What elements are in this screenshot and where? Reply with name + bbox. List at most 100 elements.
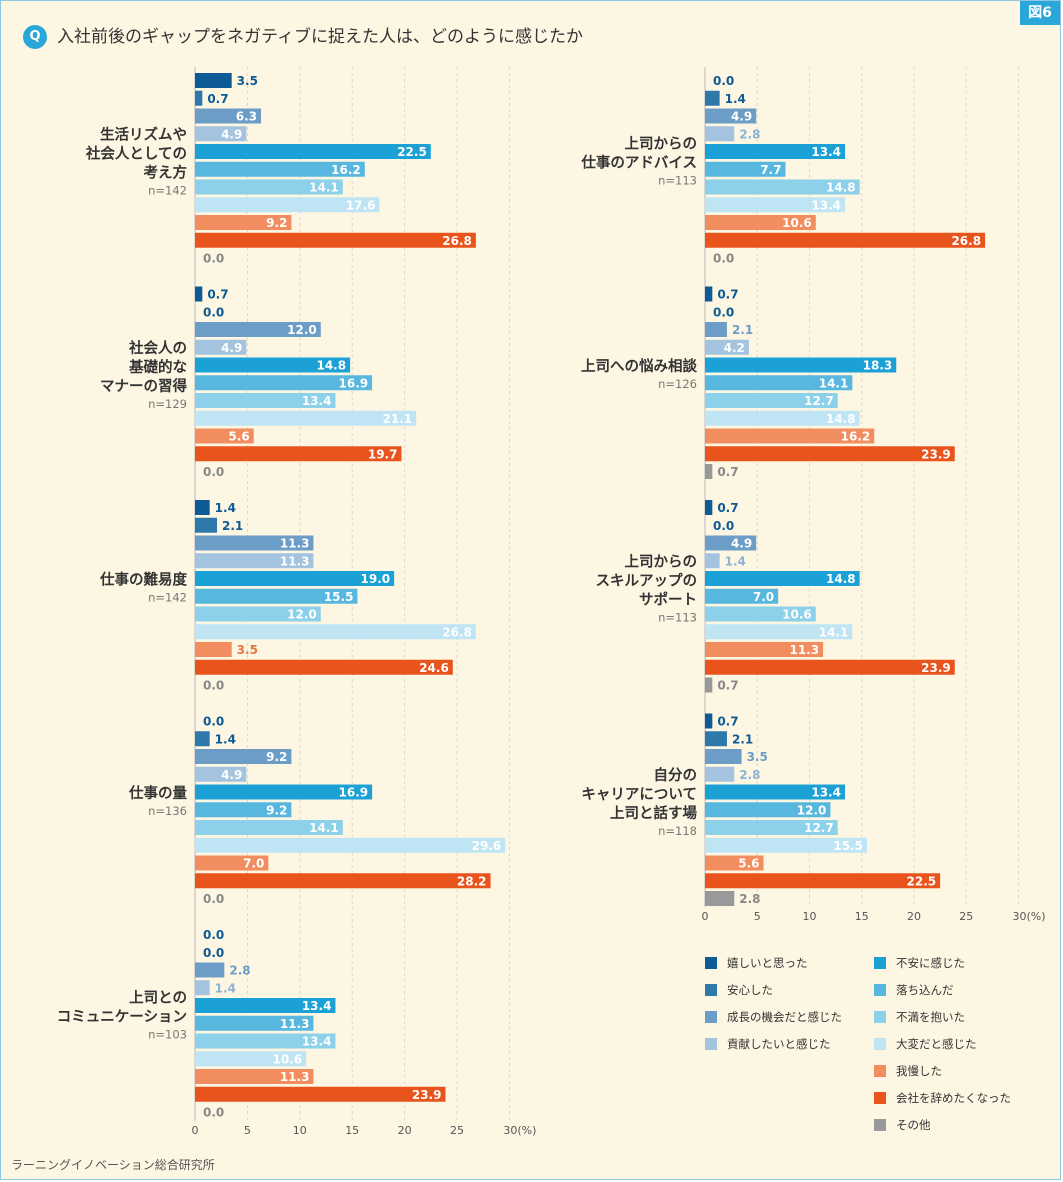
bar [705, 286, 713, 302]
bar [705, 766, 735, 782]
data-label: 4.9 [221, 127, 242, 141]
bar [195, 126, 247, 142]
data-label: 13.4 [302, 1035, 332, 1049]
x-tick-label: 30(%) [503, 1124, 536, 1137]
bar [705, 731, 727, 747]
bar [195, 837, 506, 853]
data-label: 0.0 [203, 892, 224, 906]
bar [705, 161, 786, 177]
legend-swatch [874, 984, 886, 996]
x-tick-label: 30(%) [1013, 910, 1046, 923]
bar [195, 179, 343, 195]
data-label: 2.8 [739, 892, 760, 906]
data-label: 0.7 [207, 288, 228, 302]
category-label: 生活リズムや [100, 126, 187, 144]
x-tick-label: 0 [192, 1124, 199, 1137]
data-label: 4.2 [724, 341, 745, 355]
x-tick-label: 5 [244, 1124, 251, 1137]
data-label: 4.9 [731, 110, 752, 124]
legend-swatch [705, 957, 717, 969]
sample-size-label: n=103 [148, 1028, 187, 1042]
bar [195, 197, 380, 213]
bar [705, 855, 764, 871]
data-label: 0.7 [717, 679, 738, 693]
data-label: 13.4 [302, 999, 332, 1013]
data-label: 0.0 [203, 679, 224, 693]
data-label: 0.0 [713, 519, 734, 533]
bar [195, 1015, 314, 1031]
legend-label: 落ち込んだ [896, 983, 954, 997]
bar [705, 606, 816, 622]
legend-label: 安心した [727, 983, 773, 997]
data-label: 1.4 [725, 92, 746, 106]
data-label: 5.6 [738, 857, 759, 871]
bar [195, 215, 292, 230]
data-label: 0.0 [203, 928, 224, 942]
sample-size-label: n=113 [658, 611, 697, 625]
data-label: 5.6 [228, 430, 249, 444]
data-label: 16.2 [841, 430, 871, 444]
data-label: 12.7 [804, 821, 834, 835]
sample-size-label: n=129 [148, 397, 187, 411]
bar [195, 73, 232, 88]
data-label: 16.9 [339, 786, 369, 800]
data-label: 14.1 [819, 376, 849, 390]
bar [705, 677, 713, 693]
data-label: 4.9 [221, 768, 242, 782]
legend-swatch [874, 1119, 886, 1131]
data-label: 23.9 [412, 1088, 442, 1102]
bar [705, 820, 838, 835]
data-label: 13.4 [811, 198, 841, 212]
data-label: 26.8 [951, 234, 981, 248]
x-tick-label: 20 [907, 910, 921, 923]
data-label: 0.7 [717, 715, 738, 729]
data-label: 7.7 [760, 163, 781, 177]
bar [195, 606, 321, 622]
data-label: 4.9 [731, 537, 752, 551]
x-tick-label: 10 [803, 910, 817, 923]
bar [195, 161, 365, 177]
data-label: 12.0 [287, 608, 317, 622]
legend-swatch [874, 1011, 886, 1023]
data-label: 3.5 [237, 643, 258, 657]
bar [195, 1086, 446, 1102]
category-label: 社会人の [128, 339, 187, 357]
data-label: 22.5 [907, 874, 937, 888]
bar [195, 766, 247, 782]
data-label: 10.6 [272, 1052, 302, 1066]
bar [705, 873, 941, 889]
bar [705, 393, 838, 408]
category-label: 仕事の量 [128, 784, 187, 802]
bar [195, 873, 491, 889]
data-label: 10.6 [782, 216, 812, 230]
bar [195, 659, 453, 675]
bar [705, 339, 749, 355]
bar [195, 802, 292, 818]
data-label: 17.6 [346, 198, 376, 212]
x-tick-label: 10 [293, 1124, 307, 1137]
data-label: 14.8 [316, 359, 346, 373]
bar [195, 500, 210, 515]
bar [195, 428, 254, 444]
bar [705, 144, 846, 159]
data-label: 2.1 [732, 323, 753, 337]
data-label: 0.7 [717, 288, 738, 302]
data-label: 12.0 [797, 803, 827, 817]
bar [705, 197, 846, 213]
data-label: 11.3 [280, 1017, 310, 1031]
bar [195, 588, 358, 604]
bar [705, 784, 846, 800]
bar [705, 571, 860, 586]
data-label: 12.0 [287, 323, 317, 337]
bar [705, 802, 831, 818]
bar [705, 446, 955, 462]
bar [705, 90, 720, 106]
data-label: 14.8 [826, 412, 856, 426]
bar [195, 410, 417, 426]
data-label: 14.1 [309, 181, 339, 195]
data-label: 0.0 [203, 1106, 224, 1120]
data-label: 0.0 [203, 305, 224, 319]
data-label: 9.2 [266, 216, 287, 230]
bar [705, 464, 713, 479]
